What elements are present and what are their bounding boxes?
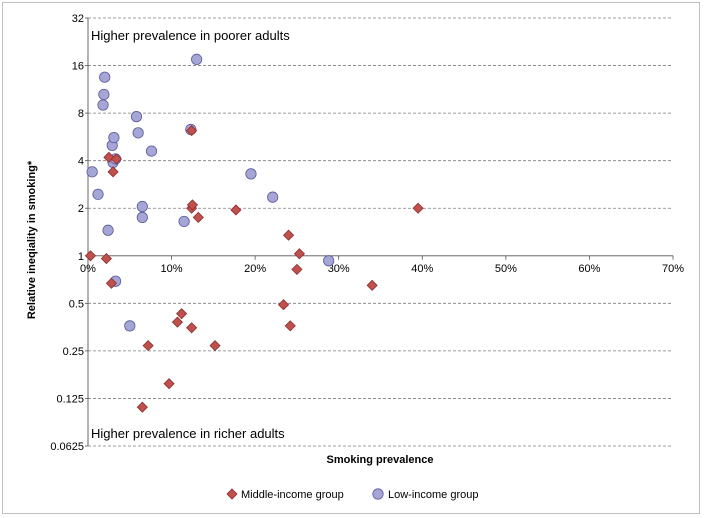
middle-income-point: [192, 211, 204, 223]
middle-income-point: [291, 263, 303, 275]
middle-income-point: [366, 279, 378, 291]
x-tick-label: 20%: [244, 263, 266, 275]
middle-income-point: [209, 340, 221, 352]
middle-income-point: [230, 204, 242, 216]
middle-income-point: [284, 320, 296, 332]
data-points: [84, 53, 424, 413]
middle-income-point: [107, 166, 119, 178]
legend-label-middle-income: Middle-income group: [241, 489, 344, 501]
low-income-point: [245, 168, 257, 180]
middle-income-point: [105, 277, 117, 289]
x-tick-label: 10%: [161, 263, 183, 275]
y-tick-label: 8: [78, 108, 84, 120]
low-income-point: [323, 255, 335, 267]
chart-frame: [2, 2, 700, 514]
y-axis-title: Relative ineqiality in smoking*: [26, 160, 38, 319]
low-income-point: [108, 131, 120, 144]
low-income-point: [97, 99, 109, 111]
low-income-point: [130, 111, 143, 123]
middle-income-point: [110, 153, 122, 165]
annotation-bottom: Higher prevalence in richer adults: [91, 426, 285, 441]
middle-income-point: [163, 378, 175, 390]
middle-income-point: [171, 316, 183, 328]
x-tick-label: 60%: [578, 263, 600, 275]
low-income-point: [145, 145, 158, 157]
low-income-point: [102, 224, 114, 236]
low-income-point: [98, 88, 110, 101]
low-income-point: [136, 200, 148, 213]
x-tick-label: 30%: [328, 263, 350, 275]
middle-income-point: [84, 250, 97, 262]
low-income-point: [92, 188, 104, 200]
middle-income-point: [186, 125, 198, 137]
legend: Middle-income group Low-income group: [226, 488, 479, 501]
y-tick-label: 16: [72, 61, 84, 73]
annotation-top: Higher prevalence in poorer adults: [91, 28, 290, 43]
y-tick-label: 4: [78, 156, 84, 168]
y-tick-label: 0.0625: [50, 441, 84, 453]
y-tick-label: 0.5: [69, 298, 84, 310]
y-axis-ticks: 0.0625 0.125 0.25 0.5 1 2 4 8 16 32: [50, 13, 88, 453]
low-income-point: [86, 166, 98, 178]
low-income-point: [178, 215, 190, 228]
middle-income-point: [176, 308, 188, 320]
middle-income-point: [186, 199, 199, 211]
middle-income-point: [100, 253, 112, 265]
legend-marker-middle-income: [226, 488, 238, 500]
y-tick-label: 32: [72, 13, 84, 25]
middle-income-point: [142, 340, 154, 352]
low-income-point: [267, 191, 279, 203]
low-income-point: [99, 71, 111, 83]
y-tick-label: 0.125: [56, 393, 84, 405]
x-tick-label: 40%: [411, 263, 433, 275]
low-income-point: [124, 320, 136, 332]
middle-income-point: [136, 401, 148, 413]
x-tick-label: 70%: [662, 263, 684, 275]
legend-marker-low-income: [372, 488, 384, 500]
x-axis: 0% 10% 20% 30% 40% 50% 60% 70%: [80, 255, 684, 275]
y-tick-label: 2: [78, 203, 84, 215]
y-tick-label: 1: [78, 251, 84, 263]
low-income-point: [132, 127, 144, 139]
legend-label-low-income: Low-income group: [388, 489, 479, 501]
middle-income-point: [103, 151, 115, 163]
low-income-point: [191, 53, 203, 66]
middle-income-point: [186, 322, 198, 334]
y-tick-label: 0.25: [63, 346, 84, 358]
middle-income-point: [293, 248, 306, 260]
middle-income-point: [412, 202, 424, 214]
grid-lines: [88, 17, 673, 447]
x-axis-title: Smoking prevalence: [327, 454, 434, 466]
x-tick-label: 50%: [495, 263, 517, 275]
low-income-point: [136, 211, 148, 223]
middle-income-point: [283, 229, 295, 241]
middle-income-point: [277, 299, 290, 311]
